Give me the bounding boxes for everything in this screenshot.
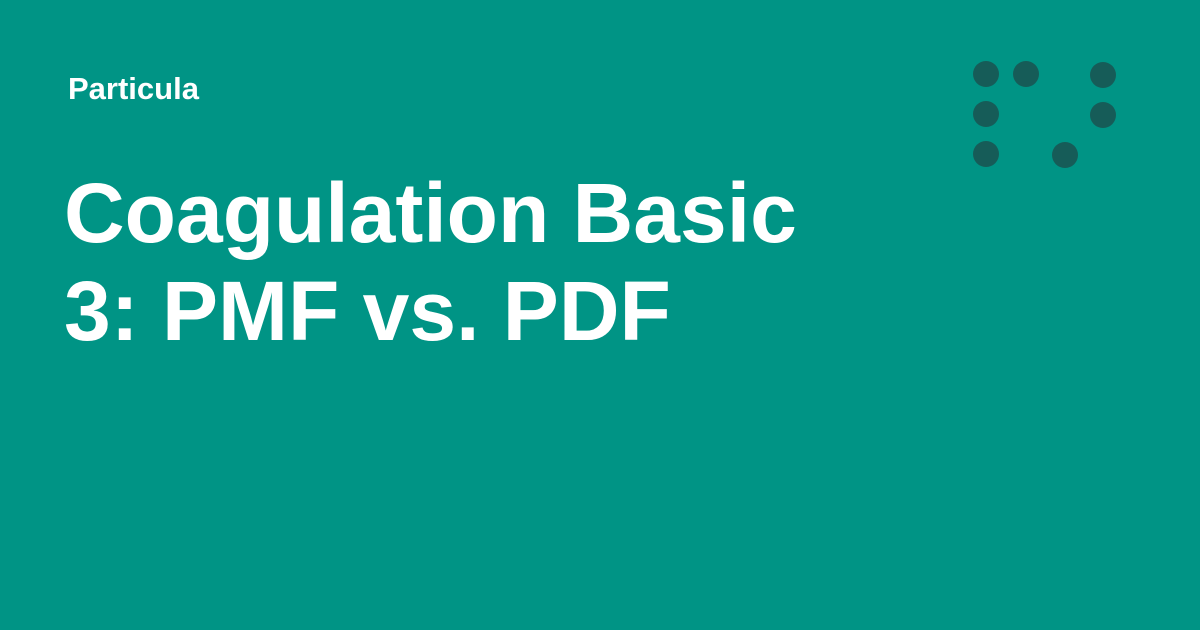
site-name: Particula xyxy=(68,71,199,106)
logo-dot xyxy=(973,61,999,87)
page-title-line-1: Coagulation Basic xyxy=(64,166,797,260)
logo-dot xyxy=(1090,62,1116,88)
logo-dot xyxy=(973,141,999,167)
page-title-line-2: 3: PMF vs. PDF xyxy=(64,264,671,358)
page-title: Coagulation Basic 3: PMF vs. PDF xyxy=(64,164,884,360)
logo-dot xyxy=(1013,61,1039,87)
logo-dot xyxy=(1052,142,1078,168)
dot-grid-logo-icon xyxy=(960,50,1130,180)
logo-dot xyxy=(1090,102,1116,128)
logo-dot xyxy=(973,101,999,127)
